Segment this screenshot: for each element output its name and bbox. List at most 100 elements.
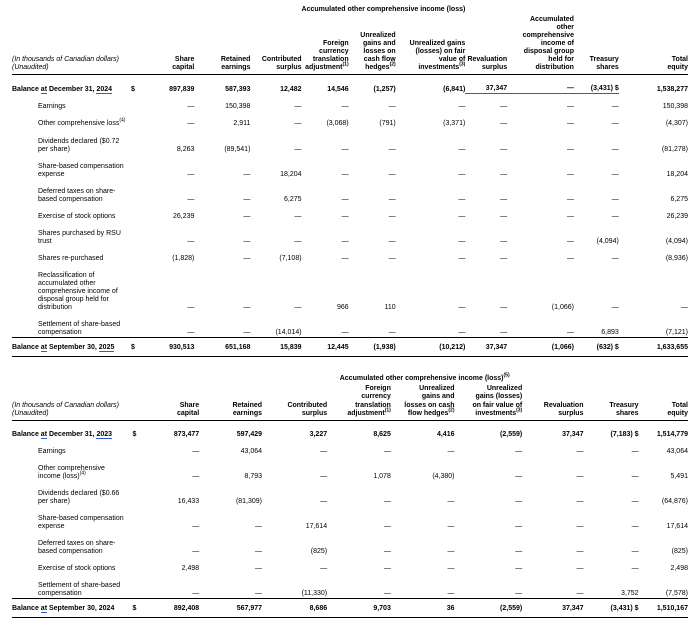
- movement-row: Earnings — 150,398 — — — — — — — 150,398: [12, 94, 688, 112]
- value-cell: 3,227: [309, 430, 328, 438]
- spacer: [12, 375, 327, 385]
- annotation-link[interactable]: at: [40, 85, 48, 94]
- column-header-line: translation: [355, 401, 391, 409]
- value-cell: 897,839: [169, 85, 195, 93]
- value-cell: 150,398: [225, 103, 251, 111]
- annotation-link[interactable]: 2023: [96, 430, 113, 439]
- value-cell: 12,445: [301, 337, 349, 358]
- value-cell: (3,431) $: [573, 74, 619, 95]
- movement-row: Settlement of share-based compensation — —…: [12, 573, 688, 599]
- column-header-line: Treasury: [589, 56, 619, 64]
- movement-row: Deferred taxes on share-based compensati…: [12, 531, 688, 556]
- column-header-line: adjustment: [347, 409, 385, 417]
- dollar-sign: [131, 439, 145, 456]
- footnote-marker: (1): [384, 407, 391, 414]
- table-gap: [12, 357, 688, 375]
- row-label: Deferred taxes on share-based compensati…: [12, 531, 131, 556]
- column-header-line: comprehensive: [522, 32, 574, 40]
- value-cell: —: [566, 254, 574, 262]
- value-cell: (1,938): [348, 337, 396, 358]
- movement-row: Exercise of stock options 2,498 — — — — — — — 2,4…: [12, 556, 688, 573]
- column-header-line: Retained: [232, 401, 263, 409]
- value-cell: —: [681, 304, 688, 312]
- value-cell: —: [500, 170, 508, 178]
- movement-row: Share-based compensation expense — — 18,204…: [12, 154, 688, 179]
- annotation-link[interactable]: 2024: [96, 85, 113, 94]
- column-header: Unrealized gains and losses on cash flow he…: [390, 385, 455, 421]
- label-text: Accumulated other comprehensive income (…: [301, 6, 466, 13]
- column-header-line: Contributed: [287, 401, 328, 409]
- units-note-line: (In thousands of Canadian dollars): [12, 401, 120, 409]
- row-label: Reclassification of accumulated other co…: [12, 263, 129, 312]
- dollar-sign: $: [130, 598, 145, 619]
- balance-row: Balance at December 31, 2024 $897,839 587,…: [12, 74, 688, 95]
- value-cell: —: [500, 254, 508, 262]
- value-cell: —: [294, 212, 302, 220]
- value-cell: (6,841): [443, 85, 466, 93]
- value-cell: —: [458, 103, 466, 111]
- value-cell: —: [341, 237, 349, 245]
- aoci-group-row: Accumulated other comprehensive income (…: [12, 6, 688, 16]
- label-text: December 31,: [47, 85, 97, 93]
- column-header-line: cash flow: [363, 56, 396, 64]
- value-cell: —: [187, 329, 195, 337]
- value-cell: —: [255, 565, 263, 573]
- units-note: (In thousands of Canadian dollars) (Unaud…: [12, 16, 129, 76]
- row-label: Balance at September 30, 2024: [12, 598, 131, 619]
- annotation-link[interactable]: at: [40, 430, 48, 439]
- value-cell: 43,064: [240, 447, 263, 455]
- column-header-line: capital: [177, 409, 200, 417]
- label-text: Balance: [12, 85, 41, 93]
- annotation-link[interactable]: 2025: [98, 344, 115, 353]
- row-label: Balance at December 31, 2024: [12, 75, 129, 94]
- equity-table-2024: Accumulated other comprehensive income (…: [12, 374, 688, 619]
- value-cell: —: [320, 447, 328, 455]
- value-cell: —: [515, 565, 523, 573]
- value-cell: —: [631, 497, 639, 505]
- value-cell: 43,064: [666, 447, 688, 455]
- value-cell: —: [187, 304, 195, 312]
- value-cell: —: [383, 590, 391, 598]
- value-cell: —: [243, 254, 251, 262]
- value-cell: —: [500, 195, 508, 203]
- movement-row: Share-based compensation expense — — 17,614…: [12, 506, 688, 531]
- column-header: Total equity: [638, 385, 688, 421]
- annotation-link[interactable]: at: [40, 605, 48, 614]
- value-cell: —: [631, 548, 639, 556]
- value-cell: —: [500, 120, 508, 128]
- value-cell: —: [566, 212, 574, 220]
- value-cell: —: [500, 103, 508, 111]
- column-header-line: Share: [174, 56, 195, 64]
- value-cell: —: [341, 103, 349, 111]
- column-header: Revaluation surplus: [522, 385, 584, 421]
- changes-in-equity-table: Accumulated other comprehensive income (…: [12, 6, 688, 358]
- dollar-sign: [129, 263, 141, 312]
- annotation-link[interactable]: at: [40, 344, 48, 353]
- column-header-line: disposal group: [523, 48, 574, 56]
- column-header-line: distribution: [535, 64, 574, 72]
- value-cell: —: [566, 195, 574, 203]
- value-cell: —: [192, 522, 200, 530]
- value-cell: —: [388, 145, 396, 153]
- value-cell: 17,614: [666, 522, 688, 530]
- value-cell: —: [294, 237, 302, 245]
- value-cell: —: [507, 74, 574, 95]
- value-cell: (1,828): [172, 254, 195, 262]
- value-cell: 892,408: [144, 598, 200, 619]
- value-cell: —: [515, 522, 523, 530]
- value-cell: —: [611, 103, 619, 111]
- value-cell: 1,514,779: [656, 430, 688, 438]
- value-cell: (791): [379, 120, 396, 128]
- column-header-line: Treasury: [609, 401, 639, 409]
- label-text: September 30, 2024: [47, 605, 115, 613]
- balance-row: Balance at September 30, 2025 $930,513 651…: [12, 337, 688, 358]
- dollar-sign: [129, 246, 141, 263]
- value-cell: 8,686: [262, 598, 328, 619]
- value-cell: 6,275: [284, 195, 302, 203]
- value-cell: —: [566, 237, 574, 245]
- row-label: Settlement of share-based compensation: [12, 573, 131, 599]
- value-cell: 16,433: [177, 497, 200, 505]
- units-note-line: (In thousands of Canadian dollars): [12, 56, 120, 64]
- column-header-line: earnings: [221, 64, 251, 72]
- value-cell: 110: [384, 304, 396, 312]
